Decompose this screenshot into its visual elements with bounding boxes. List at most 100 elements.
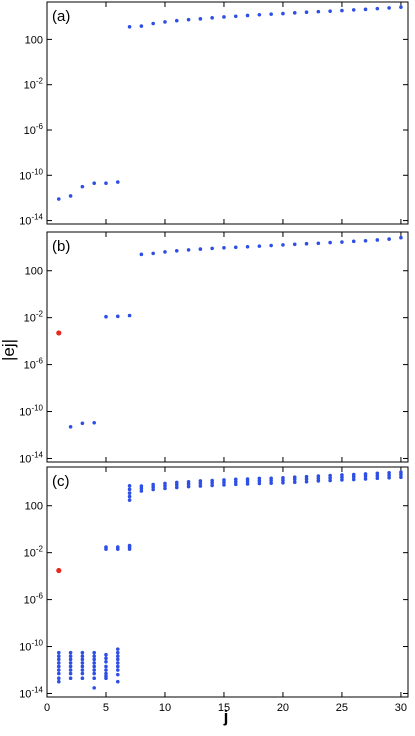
data-point (80, 671, 85, 676)
x-tick-label: 15 (218, 702, 230, 714)
y-tick-label: 10-14 (19, 213, 43, 228)
data-point (127, 24, 132, 29)
data-point (269, 476, 273, 481)
data-point (186, 484, 191, 489)
data-point (163, 250, 167, 254)
data-point (56, 567, 62, 574)
data-point (233, 477, 238, 482)
data-point (281, 476, 285, 480)
data-point (56, 676, 61, 681)
data-point (281, 481, 285, 485)
y-tick-label: 10-6 (24, 592, 44, 607)
data-point (80, 657, 85, 662)
data-point (115, 664, 120, 669)
data-point (210, 246, 214, 251)
data-point (127, 487, 132, 492)
data-point (104, 664, 108, 669)
data-point (222, 483, 226, 487)
data-point (281, 11, 285, 16)
data-point (56, 661, 61, 665)
data-point (104, 652, 108, 657)
data-point (245, 482, 250, 486)
data-point (80, 654, 85, 659)
data-point (245, 477, 250, 481)
data-point (92, 661, 96, 665)
data-point (68, 664, 73, 669)
data-point (56, 657, 61, 662)
data-point (92, 654, 96, 659)
data-point (80, 664, 85, 669)
data-point (257, 476, 262, 481)
data-point (115, 647, 120, 651)
data-point (186, 248, 191, 252)
data-point (127, 313, 132, 318)
data-point (387, 6, 391, 10)
data-point (139, 24, 144, 28)
data-point (92, 664, 96, 669)
data-point (269, 12, 273, 16)
data-point (174, 485, 179, 490)
data-point (139, 252, 144, 257)
data-point (363, 7, 368, 12)
y-tick-label: 10-6 (24, 122, 44, 137)
data-point (328, 9, 332, 13)
data-point (56, 330, 62, 336)
data-point (104, 659, 108, 664)
data-point (174, 480, 179, 485)
data-point (115, 650, 120, 655)
data-point (115, 180, 120, 184)
y-tick-label: 10-14 (19, 450, 43, 465)
data-point (115, 668, 120, 672)
data-point (104, 668, 108, 672)
data-point (104, 671, 108, 676)
data-point (387, 471, 391, 475)
data-point (68, 657, 73, 662)
data-point (198, 484, 203, 488)
data-point (363, 238, 368, 243)
y-tick-label: 100 (25, 34, 43, 46)
data-point (210, 16, 214, 20)
data-point (375, 476, 380, 481)
x-axis-label: j (223, 707, 229, 726)
data-point (127, 483, 132, 488)
data-point (328, 478, 332, 483)
data-point (340, 240, 344, 244)
data-point (92, 181, 96, 186)
data-point (68, 661, 73, 665)
y-axis-label: |ej| (0, 339, 18, 361)
data-point (292, 475, 297, 480)
data-point (80, 668, 85, 672)
data-point (104, 676, 108, 681)
data-point (92, 657, 96, 662)
data-point (304, 10, 309, 15)
data-point (304, 479, 309, 484)
data-point (151, 487, 155, 492)
data-point (233, 479, 238, 484)
data-point (222, 478, 226, 482)
data-point (104, 314, 108, 319)
data-point (68, 194, 73, 198)
data-point (92, 686, 96, 690)
x-tick-label: 10 (159, 702, 171, 714)
data-point (92, 420, 96, 425)
data-point (198, 481, 203, 486)
data-point (222, 15, 226, 19)
data-point (292, 480, 297, 485)
data-point (127, 498, 132, 502)
data-point (375, 6, 380, 11)
data-point (92, 650, 96, 655)
data-point (198, 247, 203, 251)
data-point (139, 484, 144, 488)
data-point (292, 11, 297, 15)
x-tick-label: 25 (336, 702, 348, 714)
data-point (56, 664, 61, 669)
data-point (316, 474, 321, 478)
data-point (363, 477, 368, 481)
data-point (139, 489, 144, 493)
data-point (68, 671, 73, 676)
panel-label: (a) (52, 8, 70, 25)
y-tick-label: 100 (25, 266, 43, 278)
data-point (363, 472, 368, 476)
data-point (68, 650, 73, 655)
